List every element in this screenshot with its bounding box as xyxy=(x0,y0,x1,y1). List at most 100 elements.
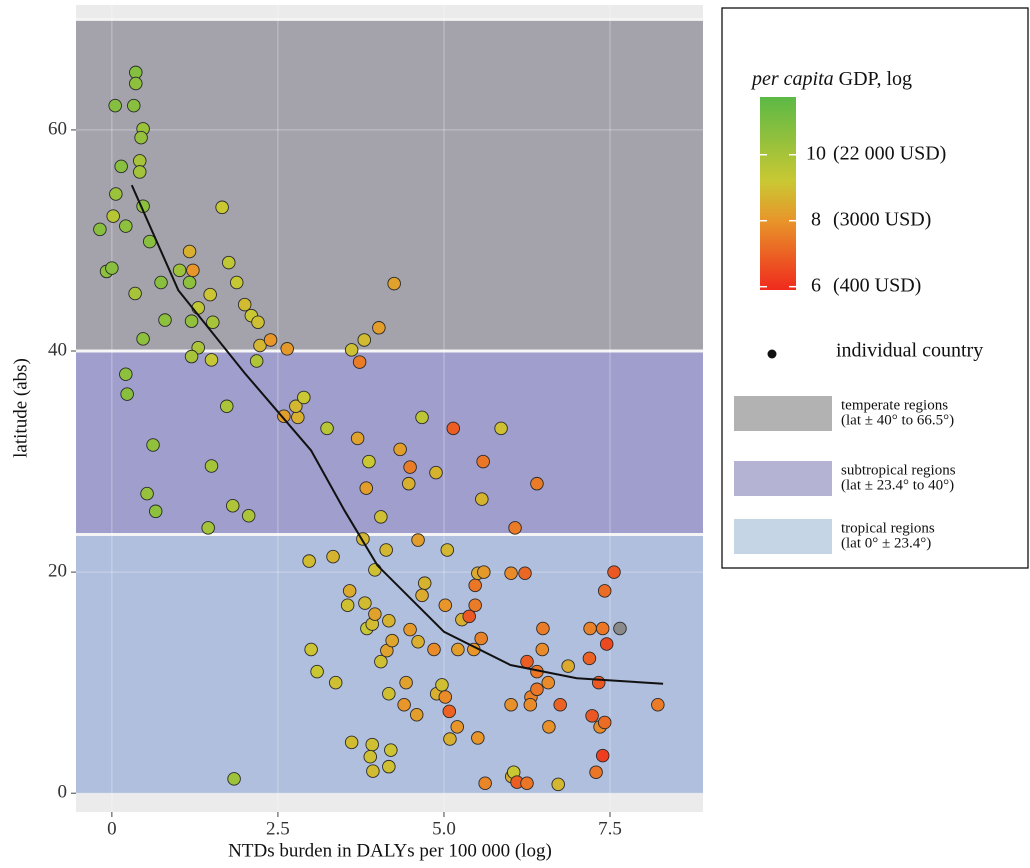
country-point xyxy=(363,749,377,764)
country-point xyxy=(385,633,399,648)
legend-region-name: temperate regions xyxy=(841,397,948,413)
country-point xyxy=(146,438,160,452)
trend-line xyxy=(130,184,664,685)
country-point xyxy=(182,275,197,290)
country-point xyxy=(530,476,544,491)
colorbar-tick-note: (400 USD) xyxy=(833,274,921,296)
x-tick-label: 5.0 xyxy=(432,818,456,839)
country-point xyxy=(119,219,133,233)
country-point xyxy=(440,543,455,557)
country-point xyxy=(597,584,612,598)
country-point xyxy=(182,244,197,259)
plot-area xyxy=(76,5,703,812)
legend-label: individual country xyxy=(836,340,983,362)
country-point xyxy=(368,563,382,577)
country-point xyxy=(494,421,508,436)
country-point xyxy=(344,735,359,750)
country-point xyxy=(362,454,376,469)
country-point xyxy=(366,764,380,778)
country-point xyxy=(186,263,200,278)
country-point xyxy=(297,390,311,405)
country-point xyxy=(379,543,393,557)
country-point xyxy=(582,651,597,666)
country-point xyxy=(468,598,482,613)
country-point xyxy=(478,776,492,791)
country-point xyxy=(382,759,396,774)
country-point xyxy=(310,664,324,679)
country-point xyxy=(542,720,556,734)
region-band xyxy=(76,19,703,352)
country-point xyxy=(206,315,220,330)
country-point xyxy=(438,690,453,704)
country-point xyxy=(597,715,612,730)
country-point xyxy=(134,130,148,145)
country-point xyxy=(411,635,425,649)
country-point xyxy=(451,642,465,657)
country-point xyxy=(523,698,538,712)
country-point xyxy=(384,743,398,757)
y-tick-label: 0 xyxy=(58,782,68,803)
country-point xyxy=(530,682,544,697)
colorbar-title-rest: GDP, log xyxy=(839,68,912,90)
country-point xyxy=(504,698,518,712)
country-point xyxy=(114,159,128,174)
colorbar-tick-label: 8 xyxy=(811,208,821,230)
colorbar-title: per capita GDP, log xyxy=(750,68,912,90)
country-point xyxy=(477,565,491,579)
colorbar-title-italic: per capita xyxy=(750,68,834,90)
country-point xyxy=(417,576,432,590)
country-point xyxy=(328,675,343,690)
country-point xyxy=(403,460,417,474)
country-point xyxy=(237,297,252,312)
country-point xyxy=(225,499,240,513)
country-point xyxy=(357,333,372,347)
country-point xyxy=(368,607,382,621)
country-point xyxy=(229,275,244,290)
country-point xyxy=(222,255,236,270)
country-point xyxy=(520,654,534,669)
country-point xyxy=(475,492,489,506)
legend-region-range: (lat ± 23.4° to 40°) xyxy=(841,477,954,493)
country-point xyxy=(352,355,367,369)
country-point xyxy=(340,598,355,613)
country-point xyxy=(204,353,219,367)
country-point xyxy=(280,342,294,356)
country-point xyxy=(109,187,123,201)
country-point xyxy=(158,313,172,327)
country-point xyxy=(583,621,597,636)
country-point xyxy=(382,686,396,701)
country-point xyxy=(251,315,265,330)
country-point xyxy=(393,442,407,457)
country-point xyxy=(409,707,424,722)
country-point xyxy=(536,621,550,636)
country-point xyxy=(140,486,154,501)
country-point xyxy=(291,410,305,425)
country-point xyxy=(374,654,388,669)
legend-swatch xyxy=(734,461,832,496)
country-point xyxy=(289,399,303,414)
x-tick-label: 0 xyxy=(107,818,117,839)
country-point xyxy=(241,508,256,523)
country-point xyxy=(344,343,359,357)
country-point xyxy=(342,584,357,598)
country-point xyxy=(128,286,142,301)
country-point xyxy=(443,732,457,746)
country-point xyxy=(184,314,199,328)
country-point xyxy=(350,431,365,446)
colorbar-tick-note: (22 000 USD) xyxy=(833,142,946,164)
country-point xyxy=(595,748,610,763)
legend-region-range: (lat ± 40° to 66.5°) xyxy=(841,412,954,428)
country-point xyxy=(589,765,603,779)
country-point xyxy=(613,621,627,636)
country-point xyxy=(402,476,416,491)
country-point xyxy=(468,578,482,593)
country-point xyxy=(129,76,143,91)
region-band xyxy=(76,351,703,535)
country-point xyxy=(551,777,565,792)
country-point xyxy=(591,675,606,690)
legend-region-name: subtropical regions xyxy=(841,462,956,478)
country-point xyxy=(105,261,119,275)
country-point xyxy=(326,549,340,564)
country-point xyxy=(201,521,215,535)
country-point xyxy=(302,554,316,568)
